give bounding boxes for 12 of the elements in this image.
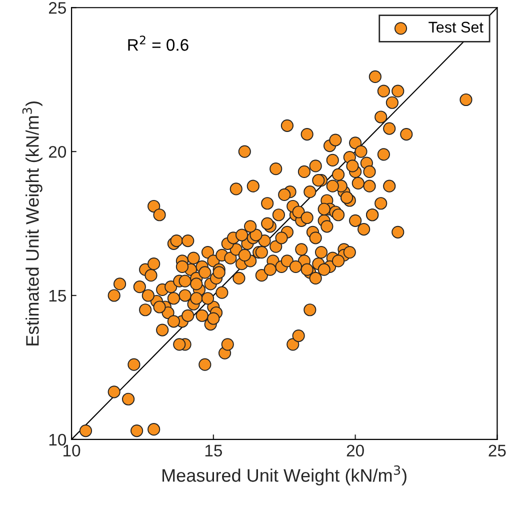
x-tick-label: 15 bbox=[205, 444, 222, 457]
annotation: R$^{2}$ = 0.6 bbox=[128, 36, 188, 51]
y-axis-title: Estimated Unit Weight (kN/m$^{3}$) bbox=[22, 101, 42, 346]
y-tick-label: 20 bbox=[48, 146, 66, 158]
x-tick-label: 20 bbox=[346, 444, 364, 457]
y-tick-label: 15 bbox=[49, 290, 66, 302]
x-tick-label: 25 bbox=[488, 444, 506, 457]
x-axis-title: Measured Unit Weight (kN/m$^{3}$) bbox=[162, 465, 406, 486]
legend-label: Test Set bbox=[428, 22, 484, 33]
y-tick-label: 25 bbox=[48, 2, 66, 14]
x-tick-label: 10 bbox=[64, 444, 80, 457]
y-tick-label: 10 bbox=[49, 434, 66, 446]
